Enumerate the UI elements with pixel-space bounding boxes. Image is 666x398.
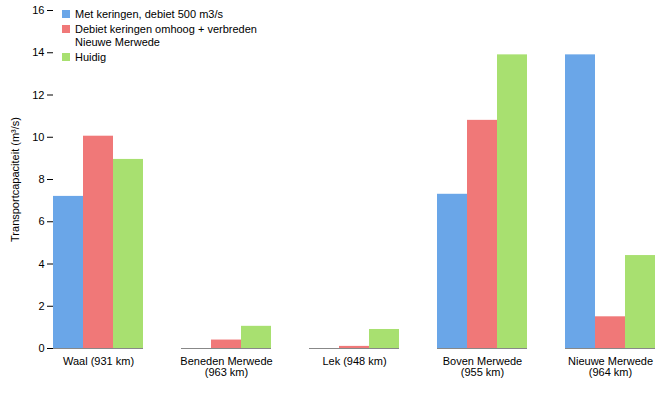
svg-text:16: 16 (32, 4, 44, 16)
svg-text:Nieuwe Merwede(964 km): Nieuwe Merwede(964 km) (568, 355, 653, 378)
svg-text:6: 6 (38, 215, 44, 227)
html-text:Debiet keringen omhoog + verbr: Debiet keringen omhoog + verbreden Nieuw… (75, 23, 257, 48)
svg-text:4: 4 (38, 258, 44, 270)
svg-text:10: 10 (32, 131, 44, 143)
svg-text:14: 14 (32, 46, 44, 58)
svg-text:12: 12 (32, 89, 44, 101)
svg-text:Lek (948 km): Lek (948 km) (322, 355, 386, 367)
svg-text:Waal (931 km): Waal (931 km) (63, 355, 134, 367)
html-text:Met keringen, debiet 500 m3/s: Met keringen, debiet 500 m3/s (75, 8, 223, 20)
html-text:Huidig: Huidig (75, 51, 107, 63)
svg-text:2: 2 (38, 300, 44, 312)
svg-text:0: 0 (38, 342, 44, 354)
svg-text:8: 8 (38, 173, 44, 185)
svg-text:Transportcapaciteit (m³/s): Transportcapaciteit (m³/s) (9, 117, 21, 242)
svg-text:Beneden Merwede(963 km): Beneden Merwede(963 km) (180, 355, 272, 378)
svg-text:Boven Merwede(955 km): Boven Merwede(955 km) (443, 355, 523, 378)
